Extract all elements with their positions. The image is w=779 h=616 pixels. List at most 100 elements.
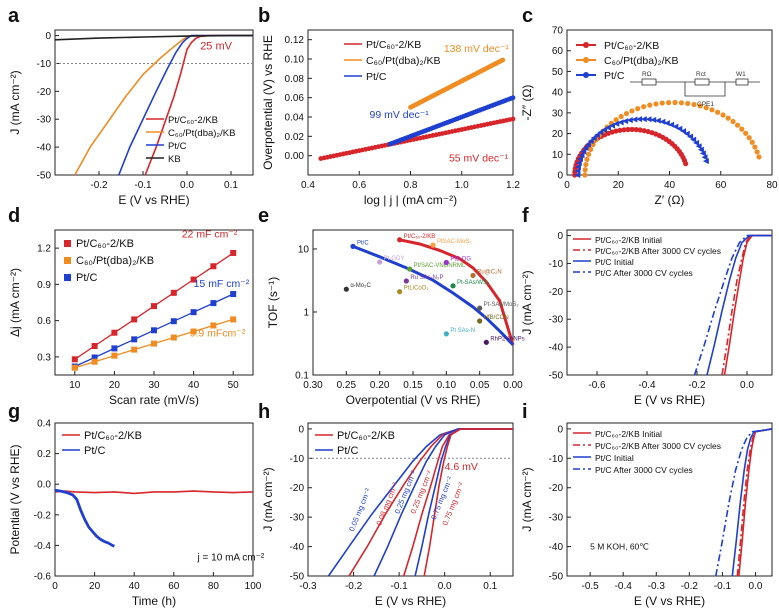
data-point (500, 57, 506, 63)
y-tick-label: 10 (552, 150, 564, 161)
annotation: 4.6 mV (445, 461, 478, 473)
legend-entry: Pt/C₆₀-2/KB (76, 238, 134, 250)
y-tick-label: 1 (303, 307, 309, 318)
legend-marker (583, 57, 589, 63)
y-tick-label: 0 (45, 31, 51, 42)
data-point (601, 126, 608, 133)
legend-entry: Pt/C₆₀-2/KB (84, 430, 142, 442)
data-point (678, 100, 684, 106)
x-tick-label: 20 (109, 380, 121, 391)
series-line (731, 428, 772, 576)
data-point (587, 138, 594, 145)
data-point (743, 130, 749, 136)
data-point (690, 136, 697, 143)
y-tick-label: 0.12 (285, 35, 305, 46)
data-point (680, 128, 687, 135)
y-tick-label: 70 (552, 26, 564, 37)
x-axis-label: E (V vs RHE) (375, 594, 446, 608)
legend-entry: Pt/C₆₀-2/KB Initial (595, 429, 662, 439)
y-axis-label: TOF (s⁻¹) (266, 277, 280, 328)
data-point (91, 358, 98, 365)
data-point (647, 102, 653, 108)
x-tick-label: 0.0 (180, 180, 194, 191)
point-label: Pt/C₆₀-2/KB (404, 234, 436, 240)
data-point (593, 132, 600, 139)
data-point (663, 120, 670, 127)
x-tick-label: 80 (766, 180, 778, 191)
y-axis-label: Δj (mA cm⁻²) (8, 268, 22, 337)
data-point (699, 150, 706, 157)
data-point (111, 329, 118, 336)
series-line (55, 34, 253, 41)
data-point (617, 119, 624, 126)
x-tick-label: 0.0 (740, 380, 754, 391)
data-point (636, 116, 643, 123)
y-axis-label: J (mA cm⁻²) (261, 467, 275, 531)
x-tick-label: 0.8 (404, 180, 418, 191)
x-tick-label: 20 (89, 581, 101, 592)
data-point (477, 305, 483, 311)
data-point (582, 144, 589, 151)
x-tick-label: -0.2 (681, 581, 699, 592)
x-tick-label: 0.0 (749, 581, 763, 592)
x-tick-label: -0.4 (615, 581, 633, 592)
x-tick-label: 0.00 (503, 380, 523, 391)
point-label: Pt SAs-N (450, 328, 475, 334)
x-tick-label: -0.3 (648, 581, 666, 592)
annotation: 55 mV dec⁻¹ (449, 152, 509, 164)
x-axis-label: E (V vs RHE) (634, 594, 705, 608)
x-tick-label: 0.05 (470, 380, 490, 391)
data-point (510, 95, 516, 101)
x-tick-label: -0.2 (90, 180, 108, 191)
data-point (650, 116, 657, 123)
data-point (111, 352, 118, 359)
panel-label: e (258, 205, 269, 227)
data-point (730, 118, 736, 125)
x-tick-label: 0.15 (403, 380, 423, 391)
x-tick-label: 0 (564, 180, 570, 191)
x-tick-label: 1.0 (455, 180, 469, 191)
legend-entry: Pt/C₆₀-2/KB (366, 39, 421, 51)
x-tick-label: -0.3 (299, 581, 317, 592)
data-point (613, 117, 619, 123)
panel-d: d 10 20 30 40 50 0.3 0.6 0.9 1.2 Scan rate (mV/s) Δ… (8, 205, 254, 407)
data-point (635, 106, 641, 112)
x-tick-label: 50 (228, 380, 240, 391)
annotation: 15 mF cm⁻² (194, 278, 250, 290)
x-tick-label: -0.1 (134, 180, 152, 191)
y-tick-label: 0.06 (285, 93, 305, 104)
data-point (210, 300, 217, 307)
data-point (604, 124, 611, 131)
y-tick-label: -30 (549, 315, 564, 326)
legend-marker (64, 240, 71, 247)
data-point (715, 109, 721, 115)
y-tick-label: -40 (549, 343, 564, 354)
data-point (752, 144, 758, 150)
x-axis-label: E (V vs RHE) (634, 393, 705, 407)
data-point (672, 99, 678, 106)
x-tick-label: 0.1 (483, 581, 497, 592)
data-point (584, 156, 590, 163)
y-tick-label: 0.1 (295, 371, 309, 382)
data-point (640, 116, 647, 123)
x-tick-label: 0 (52, 581, 58, 592)
series-line (723, 234, 772, 375)
data-point (709, 107, 715, 113)
x-tick-label: 40 (664, 180, 676, 191)
data-point (170, 334, 177, 341)
series-line (693, 234, 772, 375)
panel-f: f -0.6 -0.4 -0.2 0.0 0 -10 -20 -30 -40 -50 E (V vs … (520, 205, 773, 407)
data-point (613, 128, 619, 134)
legend-entry: Pt/C₆₀-2/KB Initial (595, 235, 662, 245)
data-point (725, 115, 731, 121)
data-point (746, 135, 752, 141)
x-tick-label: 80 (208, 581, 220, 592)
y-tick-label: 30 (552, 108, 564, 119)
data-point (71, 364, 78, 371)
panel-label: g (8, 401, 20, 423)
annotation: 25 mV (200, 41, 232, 53)
data-point (702, 158, 709, 165)
annotation: j = 10 mA cm⁻² (197, 553, 265, 564)
y-tick-label: -50 (37, 171, 52, 182)
